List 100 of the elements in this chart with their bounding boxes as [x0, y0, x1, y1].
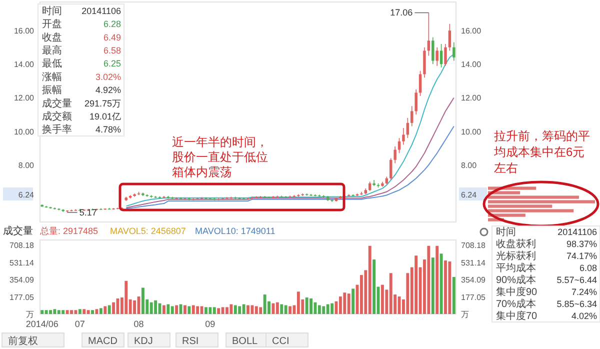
candlestick: [398, 138, 401, 154]
category-label: 换手率: [42, 124, 72, 136]
bar: [372, 259, 376, 314]
candlestick: [427, 12, 430, 56]
bar: [104, 306, 107, 314]
bar: [305, 297, 308, 314]
text: 6.25: [103, 58, 121, 69]
candlestick: [406, 117, 410, 138]
bar: [230, 304, 233, 314]
x-tick-label: 07: [74, 319, 85, 329]
y-tick-label: 10.00: [14, 127, 35, 136]
y2-tick-label: 万: [461, 310, 469, 319]
text: 291.75万: [84, 98, 121, 108]
y2-tick-label: 708.18: [461, 241, 486, 250]
y-tick-label: 531.14: [10, 258, 35, 268]
candlestick: [410, 106, 414, 127]
bar: [322, 306, 326, 314]
y2-tick-label: 12.00: [461, 94, 482, 103]
bar: [338, 296, 342, 314]
text: 5.57~6.44: [556, 275, 597, 285]
candlestick: [423, 46, 426, 78]
bar: [188, 306, 191, 314]
candlestick: [436, 46, 438, 66]
bar: [53, 309, 56, 314]
bar: [91, 310, 94, 314]
text: 6.58: [103, 46, 121, 56]
y-tick-label: 16.00: [14, 26, 35, 36]
bar: [112, 302, 116, 314]
annotation: 5.17: [79, 207, 97, 218]
line-series: [126, 126, 454, 210]
category-label: 90%成本: [496, 274, 536, 286]
bar: [150, 302, 153, 314]
y-tick-label: 8.00: [18, 160, 35, 170]
y-tick-label: 354.09: [10, 276, 35, 285]
bar: [170, 306, 174, 314]
bar: [204, 307, 208, 314]
text: CCI: [272, 336, 290, 347]
text: 20141106: [558, 227, 597, 237]
candlestick: [418, 70, 422, 96]
bar: [272, 303, 275, 314]
annotation: 股价一直处于低位: [172, 150, 268, 164]
y-tick-label: 177.05: [10, 292, 35, 302]
text: 20141106: [82, 6, 121, 16]
category-label: 最高: [42, 44, 62, 56]
bar: [78, 309, 82, 314]
bar: [242, 304, 246, 314]
bar: [226, 307, 228, 314]
candlestick: [440, 44, 443, 68]
text: 3.02%: [95, 72, 121, 82]
bar: [108, 305, 111, 314]
annotation: 箱体内震荡: [172, 165, 232, 179]
candlestick: [372, 180, 376, 186]
bar: [208, 307, 212, 314]
bar: [154, 300, 158, 314]
text: 均成本集中在6元: [493, 145, 585, 159]
bar: [452, 277, 456, 314]
text: MAVOL10: 1749011: [195, 226, 276, 236]
y2-tick-label: 10.00: [461, 127, 482, 136]
text: 6.49: [103, 32, 121, 42]
bar: [62, 310, 65, 314]
category-label: 最低: [42, 58, 62, 70]
candlestick: [448, 23, 452, 52]
category-label: 收盘获利: [496, 238, 536, 250]
bar: [141, 288, 144, 314]
bar: [380, 284, 384, 314]
candlestick: [452, 42, 456, 62]
bar: [86, 310, 90, 314]
bar: [276, 302, 279, 314]
candlestick: [432, 36, 434, 65]
text: 总量: 2917485: [39, 226, 98, 236]
candlestick: [414, 88, 418, 115]
x-tick-label: 08: [134, 319, 144, 329]
bar: [99, 308, 102, 314]
category-label: 涨幅: [42, 70, 62, 83]
bar: [288, 306, 292, 314]
x-tick-label: 09: [205, 319, 216, 329]
y2-tick-label: 16.00: [461, 26, 482, 36]
text: 19.01亿: [89, 112, 121, 122]
text: 左右: [494, 161, 518, 175]
category-label: 成交量: [42, 97, 72, 110]
text: 前复权: [8, 335, 38, 347]
y2-tick-label: 354.09: [461, 276, 486, 285]
bar: [196, 306, 200, 314]
bar: [166, 304, 170, 314]
category-label: 集中度70: [496, 310, 538, 322]
category-label: 70%成本: [496, 298, 536, 310]
bar: [66, 310, 69, 314]
bar: [343, 292, 346, 314]
text: KDJ: [134, 336, 153, 347]
y2-tick-label: 14.00: [461, 60, 482, 70]
text: 拉升前，筹码的平: [494, 129, 590, 143]
bar: [221, 307, 224, 314]
y-tick-label: 12.00: [14, 94, 35, 103]
y2-tick-label: 177.05: [461, 292, 486, 302]
bar: [74, 310, 78, 314]
category-label: 光标获利: [496, 250, 536, 262]
text: MAVOL5: 2456807: [110, 226, 186, 236]
annotation: 近一年半的时间，: [172, 135, 268, 149]
text: 4.78%: [95, 124, 121, 135]
bar: [192, 305, 195, 314]
